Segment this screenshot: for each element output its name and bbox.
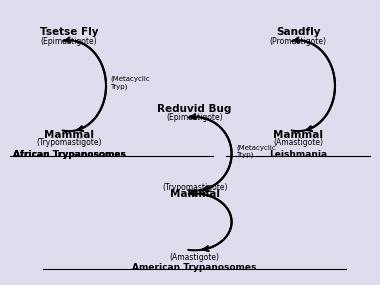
Text: Reduvid Bug: Reduvid Bug	[157, 103, 232, 113]
Text: African Trypanosomes: African Trypanosomes	[13, 150, 125, 158]
Text: (Epimastigote): (Epimastigote)	[41, 36, 97, 46]
Text: Mammal: Mammal	[44, 130, 94, 140]
Text: Mammal: Mammal	[169, 189, 220, 199]
Text: American Trypanosomes: American Trypanosomes	[133, 263, 257, 272]
Text: Sandfly: Sandfly	[276, 27, 320, 37]
Text: (Metacyclic
Tryp): (Metacyclic Tryp)	[111, 76, 150, 90]
Text: Mammal: Mammal	[273, 130, 323, 140]
Text: (Trypomastigote): (Trypomastigote)	[36, 138, 102, 147]
Text: (Amastigote): (Amastigote)	[273, 138, 323, 147]
Text: (Trypomastigote): (Trypomastigote)	[162, 183, 227, 192]
Text: Leishmania: Leishmania	[269, 150, 327, 158]
Text: (Promastigote): (Promastigote)	[269, 36, 326, 46]
Text: African Trypanosomes: African Trypanosomes	[13, 150, 125, 158]
Text: Tsetse Fly: Tsetse Fly	[40, 27, 98, 37]
Text: (Amastigote): (Amastigote)	[169, 253, 220, 262]
Text: African Trypanosomes: African Trypanosomes	[13, 150, 125, 158]
Text: (Metacyclic
Tryp): (Metacyclic Tryp)	[236, 144, 276, 158]
Text: (Epimastigote): (Epimastigote)	[166, 113, 223, 122]
